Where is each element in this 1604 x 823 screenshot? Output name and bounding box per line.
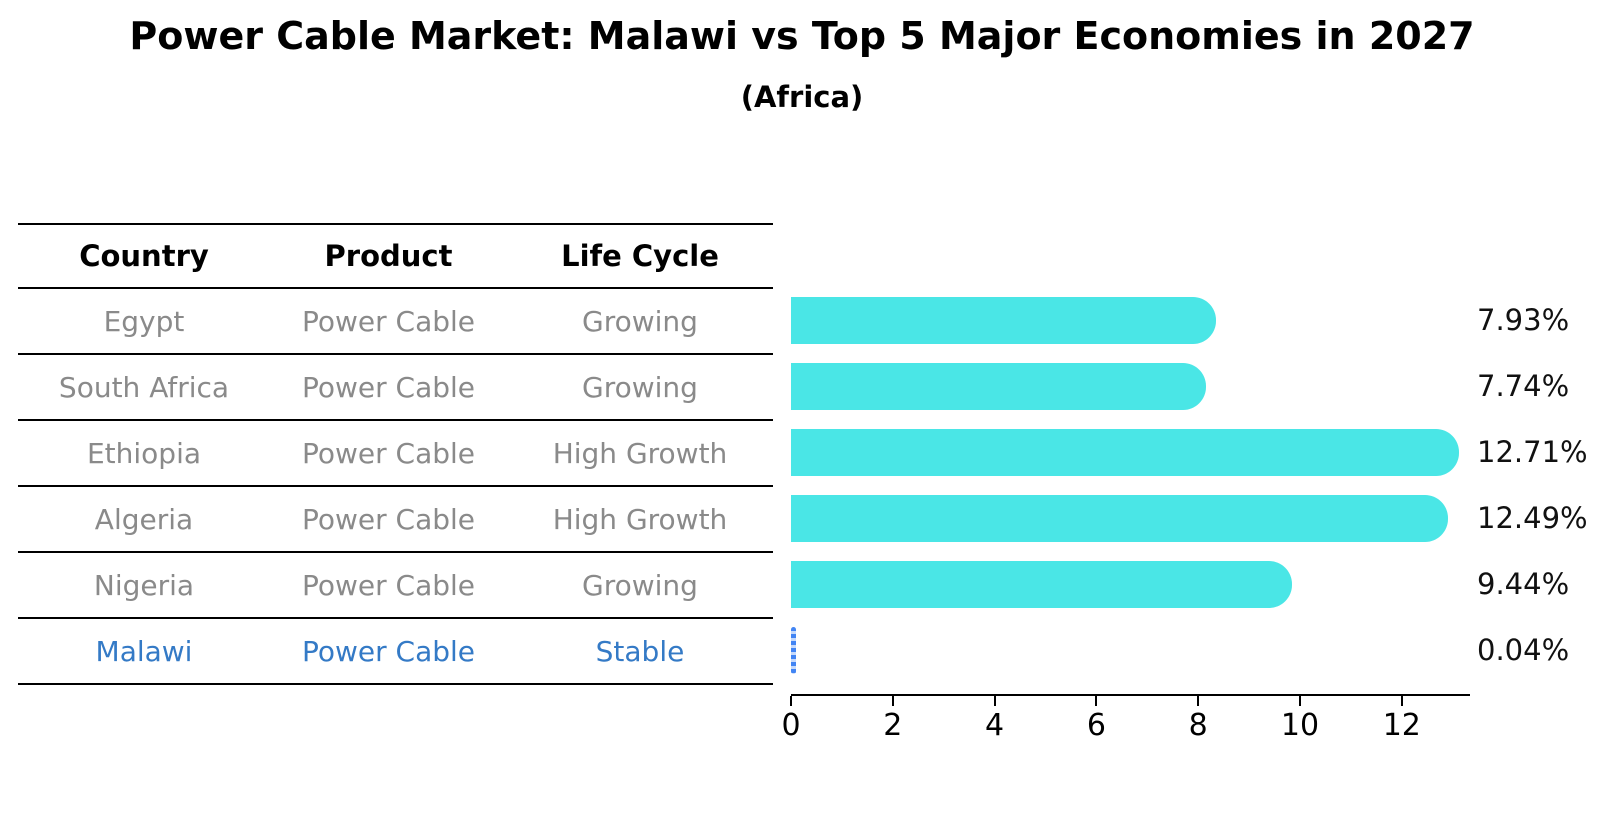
column-header-product: Product [270, 223, 507, 289]
tick-label: 12 [1382, 708, 1421, 743]
bar-south-africa [791, 362, 1206, 410]
bar-nigeria [791, 560, 1293, 608]
tick-mark [790, 696, 792, 706]
bar-row [791, 287, 1470, 353]
tick-mark [1197, 696, 1200, 706]
table-header-row: Country Product Life Cycle [18, 223, 773, 289]
column-header-life-cycle: Life Cycle [507, 223, 773, 289]
table-row: Egypt Power Cable Growing [18, 288, 773, 355]
value-label-algeria: 12.49% [1477, 501, 1588, 535]
value-label-ethiopia: 12.71% [1477, 435, 1588, 469]
bar-row [791, 551, 1470, 617]
bar-malawi [791, 626, 796, 674]
table-row: Ethiopia Power Cable High Growth [18, 420, 773, 487]
cell-life-cycle: High Growth [507, 420, 773, 487]
column-header-country: Country [18, 223, 270, 289]
tick-mark [1095, 696, 1098, 706]
cell-product: Power Cable [270, 486, 507, 553]
cell-country: Egypt [18, 288, 270, 355]
chart-subtitle: (Africa) [740, 80, 864, 114]
cell-life-cycle: High Growth [507, 486, 773, 553]
tick-mark [993, 696, 996, 706]
chart-title: Power Cable Market: Malawi vs Top 5 Majo… [129, 14, 1475, 58]
value-label-south-africa: 7.74% [1477, 369, 1570, 403]
cell-country: Nigeria [18, 552, 270, 619]
tick-label: 2 [883, 708, 903, 743]
tick-label: 10 [1280, 708, 1320, 743]
x-axis: 0 2 4 6 8 10 12 [781, 694, 1470, 754]
cell-product: Power Cable [270, 552, 507, 619]
bar-row [791, 353, 1470, 419]
value-label-nigeria: 9.44% [1477, 567, 1570, 601]
table-row-malawi: Malawi Power Cable Stable [18, 618, 773, 685]
cell-life-cycle: Stable [507, 618, 773, 685]
bar-row [791, 485, 1470, 551]
cell-product: Power Cable [270, 618, 507, 685]
table-row: South Africa Power Cable Growing [18, 354, 773, 421]
bar-egypt [791, 296, 1216, 344]
cell-life-cycle: Growing [507, 288, 773, 355]
value-labels-column: 7.93% 7.74% 12.71% 12.49% 9.44% 0.04% [1477, 287, 1602, 683]
value-label-malawi: 0.04% [1477, 633, 1570, 667]
tick-mark [1400, 696, 1403, 706]
cell-product: Power Cable [270, 420, 507, 487]
tick-label: 8 [1188, 708, 1208, 743]
cell-product: Power Cable [270, 288, 507, 355]
bar-plot-area [791, 287, 1470, 683]
cell-country: South Africa [18, 354, 270, 421]
tick-label: 6 [1086, 708, 1106, 743]
tick-label: 4 [985, 708, 1005, 743]
tick-mark [1298, 696, 1301, 706]
table-row: Algeria Power Cable High Growth [18, 486, 773, 553]
tick-mark [891, 696, 894, 706]
bar-row [791, 617, 1470, 683]
cell-country: Ethiopia [18, 420, 270, 487]
cell-life-cycle: Growing [507, 552, 773, 619]
bar-ethiopia [791, 428, 1459, 476]
value-label-egypt: 7.93% [1477, 303, 1570, 337]
tick-label: 0 [781, 708, 801, 743]
cell-country: Algeria [18, 486, 270, 553]
cell-product: Power Cable [270, 354, 507, 421]
bar-row [791, 419, 1470, 485]
cell-life-cycle: Growing [507, 354, 773, 421]
bar-algeria [791, 494, 1448, 542]
x-axis-line [791, 694, 1470, 696]
table-row: Nigeria Power Cable Growing [18, 552, 773, 619]
country-table: Country Product Life Cycle Egypt Power C… [18, 223, 773, 685]
cell-country: Malawi [18, 618, 270, 685]
